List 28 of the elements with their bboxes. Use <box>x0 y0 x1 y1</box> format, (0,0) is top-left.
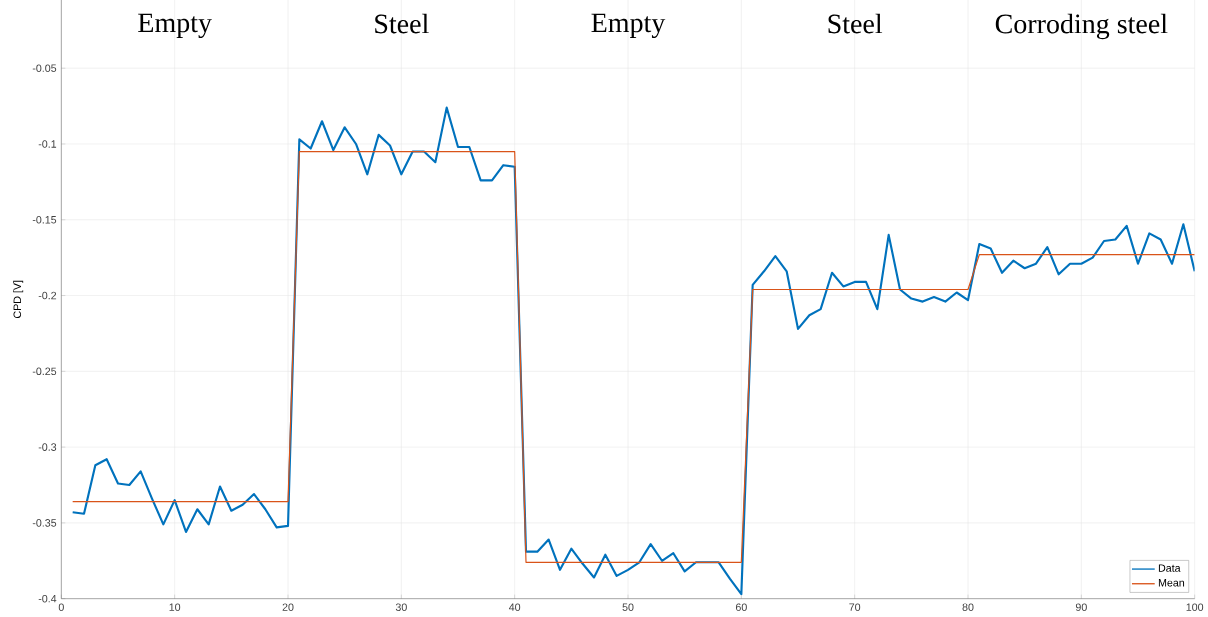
y-tick-label: -0.3 <box>38 443 57 451</box>
x-tick-label: 20 <box>282 603 294 611</box>
annotation: Steel <box>375 13 429 34</box>
x-tick-label: 0 <box>58 603 64 611</box>
y-tick-label: -0.1 <box>38 140 57 148</box>
x-tick-label: 80 <box>962 603 974 611</box>
x-tick-label: 70 <box>849 603 861 611</box>
y-tick-label: -0.25 <box>32 367 57 375</box>
line-series <box>72 150 1195 563</box>
annotation: Empty <box>591 13 666 38</box>
x-tick-label: 90 <box>1075 603 1087 611</box>
x-tick-label: 40 <box>508 603 521 611</box>
annotation: Steel <box>828 13 883 34</box>
y-tick-label: -0.4 <box>38 594 57 603</box>
x-tick-label: 50 <box>622 603 634 611</box>
x-tick-label: 60 <box>735 603 747 611</box>
legend-label: Data <box>1158 564 1181 572</box>
y-tick-label: -0.2 <box>38 291 57 300</box>
x-tick-label: 10 <box>169 603 181 611</box>
legend-label: Mean <box>1158 578 1185 587</box>
annotation: Corroding steel <box>995 13 1168 39</box>
y-tick-label: -0.15 <box>32 215 57 224</box>
x-tick-label: 100 <box>1186 603 1204 611</box>
y-tick-label: -0.05 <box>32 64 57 72</box>
y-axis-title: CPD [V] <box>13 280 24 318</box>
annotation: Empty <box>138 13 212 38</box>
x-tick-label: 30 <box>395 603 407 611</box>
y-tick-label: -0.35 <box>32 518 57 527</box>
